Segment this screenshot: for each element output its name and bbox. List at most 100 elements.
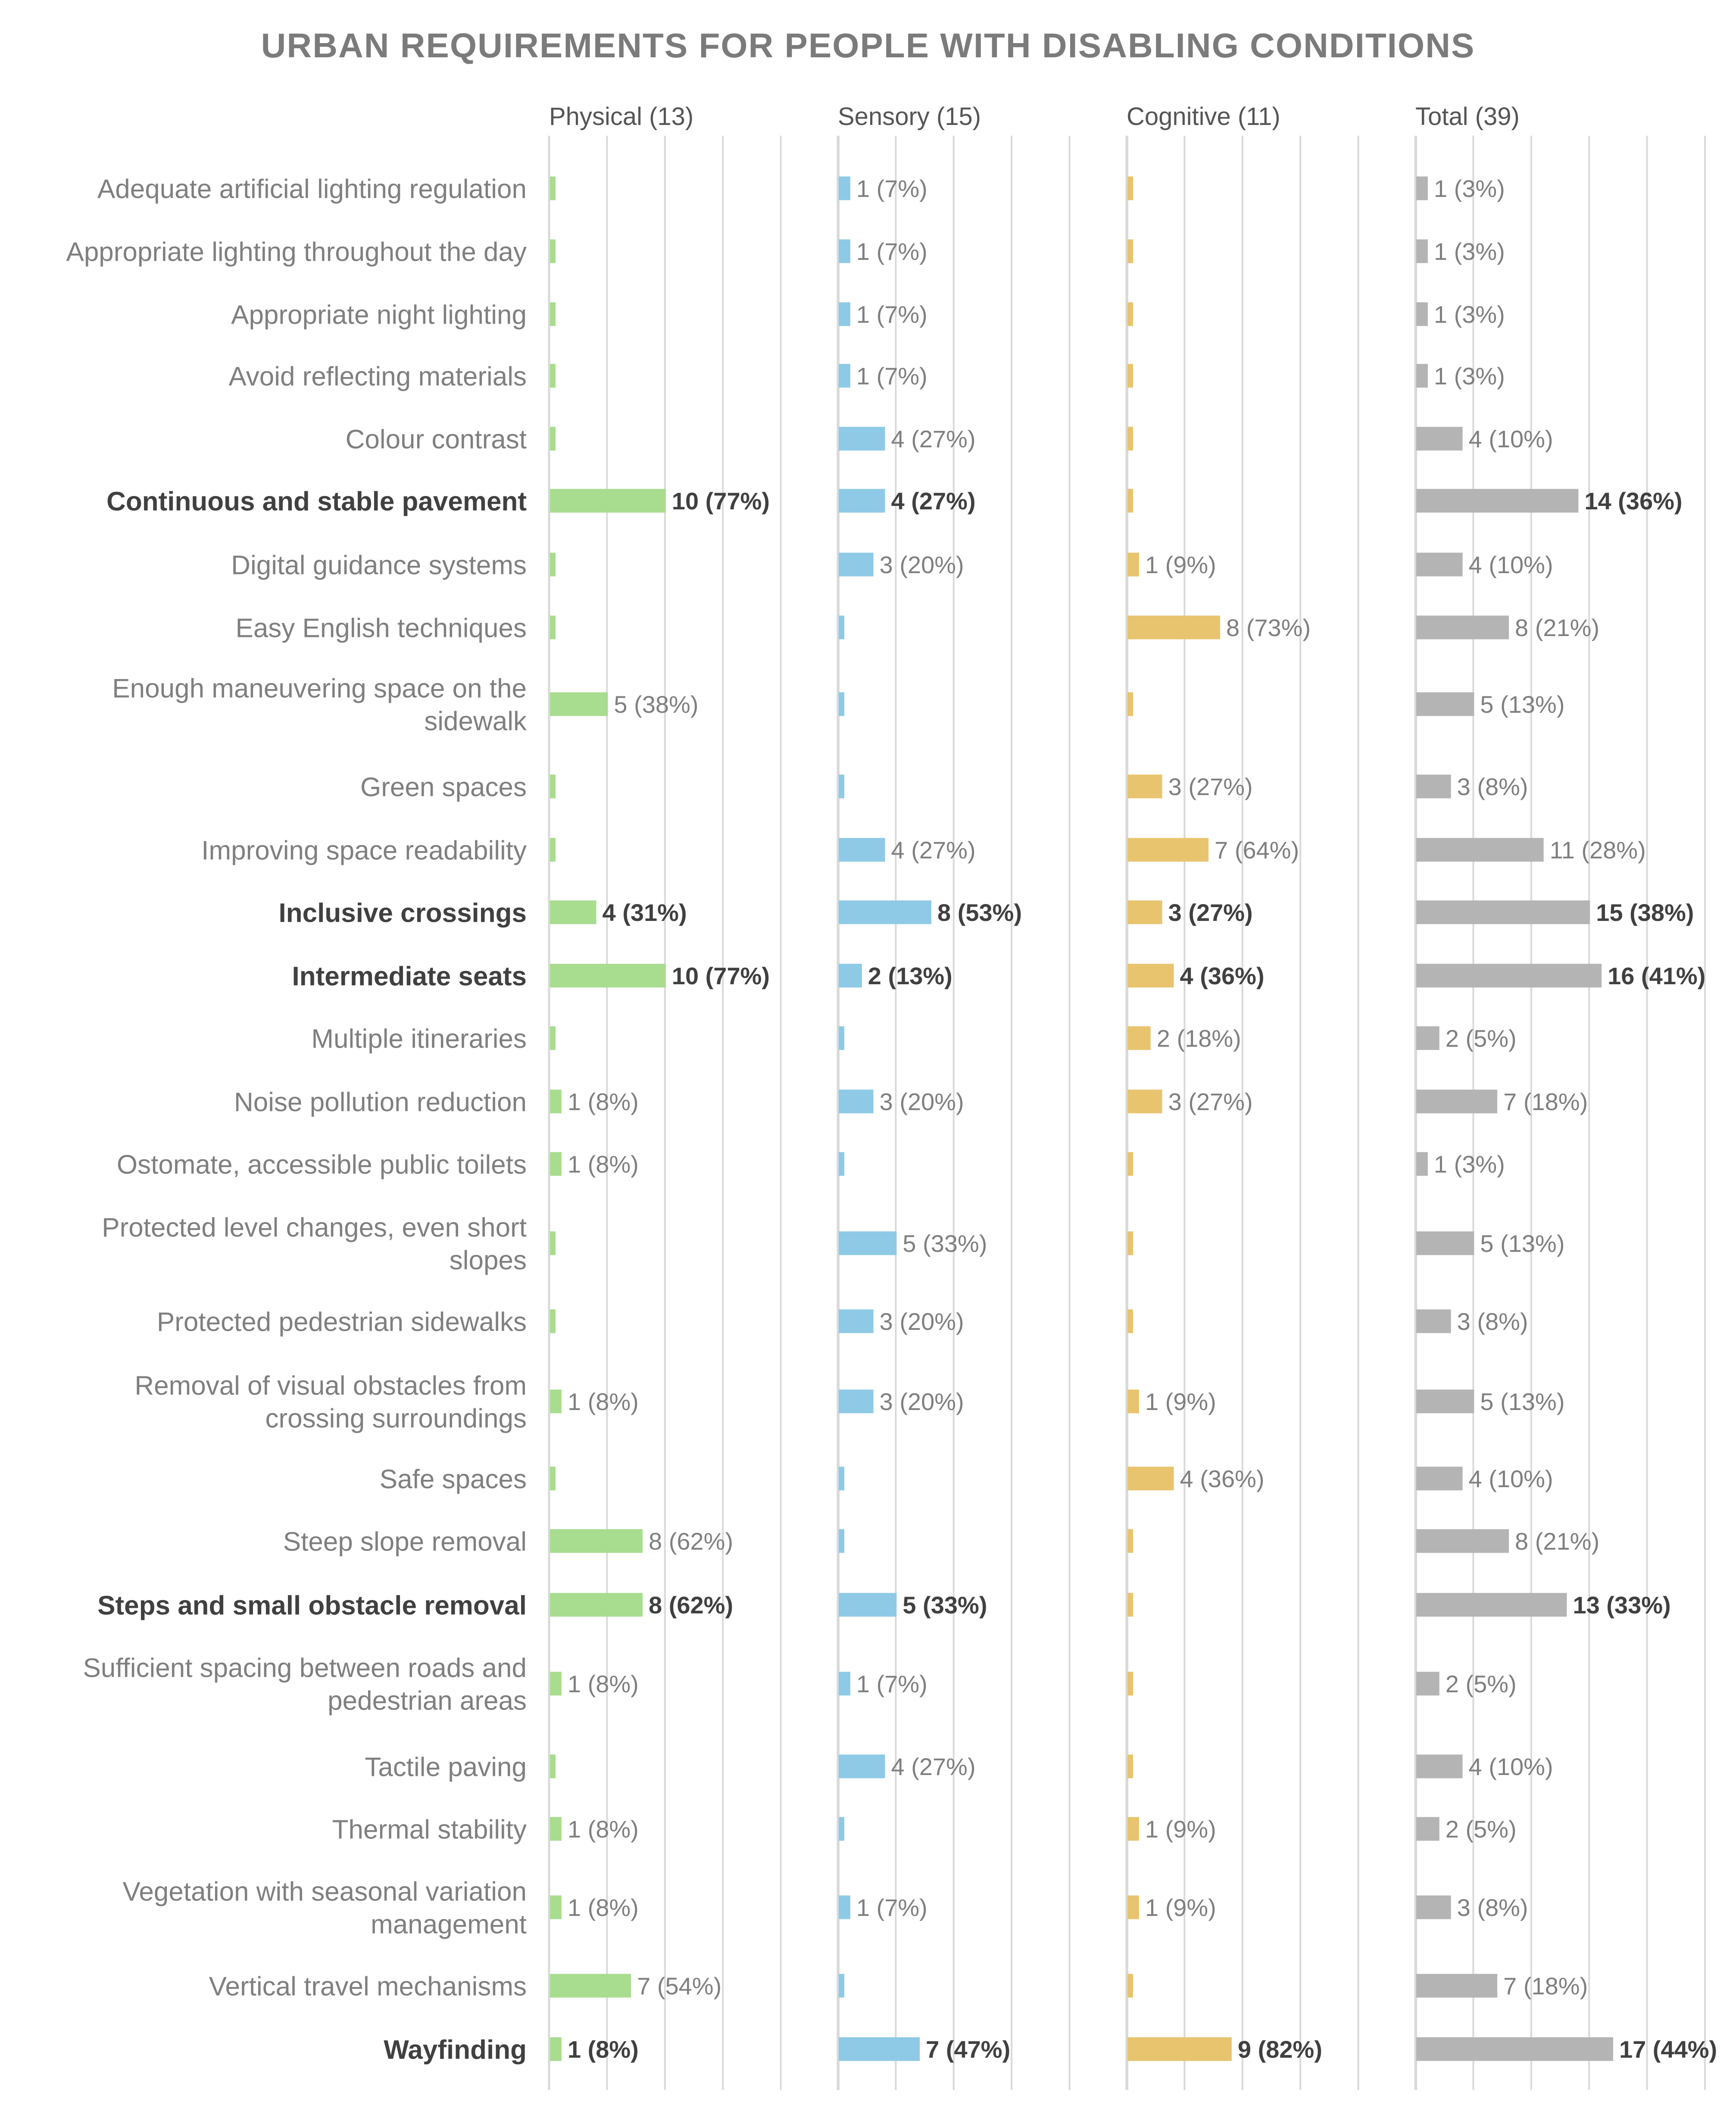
bar bbox=[839, 239, 850, 263]
category-label: Sufficient spacing between roads and pede… bbox=[83, 1653, 527, 1716]
data-label: 3 (20%) bbox=[880, 1088, 964, 1115]
bar bbox=[839, 302, 850, 326]
bar bbox=[839, 427, 885, 451]
bar bbox=[550, 302, 556, 326]
panel-header: Total (39) bbox=[1415, 103, 1520, 131]
data-label: 3 (27%) bbox=[1168, 899, 1253, 926]
category-label: Protected pedestrian sidewalks bbox=[157, 1307, 527, 1337]
data-label: 4 (27%) bbox=[891, 1753, 976, 1780]
bar bbox=[839, 364, 850, 388]
bar bbox=[1416, 1529, 1509, 1553]
data-label: 3 (20%) bbox=[880, 1308, 964, 1335]
bar bbox=[1127, 900, 1162, 924]
category-label: Continuous and stable pavement bbox=[106, 487, 527, 516]
data-label: 7 (18%) bbox=[1503, 1972, 1588, 2000]
chart-title: URBAN REQUIREMENTS FOR PEOPLE WITH DISAB… bbox=[261, 26, 1475, 65]
bar bbox=[839, 1817, 844, 1841]
data-label: 1 (3%) bbox=[1434, 238, 1505, 265]
category-label: Easy English techniques bbox=[235, 613, 527, 643]
data-label: 1 (8%) bbox=[568, 2036, 639, 2063]
bar bbox=[1416, 427, 1463, 451]
bar bbox=[1416, 692, 1474, 716]
bar bbox=[550, 176, 556, 200]
bar bbox=[1416, 239, 1428, 263]
data-label: 4 (10%) bbox=[1469, 425, 1553, 452]
bar bbox=[1416, 774, 1451, 799]
bar bbox=[1127, 1389, 1139, 1413]
category-label: Safe spaces bbox=[380, 1464, 527, 1494]
bar bbox=[1416, 1152, 1428, 1176]
bar bbox=[839, 1089, 874, 1114]
bar bbox=[1416, 838, 1544, 862]
data-label: 8 (73%) bbox=[1226, 614, 1311, 641]
bar bbox=[550, 1231, 556, 1255]
bar bbox=[1416, 1231, 1474, 1255]
bar bbox=[839, 489, 885, 513]
bar bbox=[839, 900, 932, 924]
data-label: 4 (27%) bbox=[891, 487, 976, 515]
data-label: 3 (20%) bbox=[880, 551, 964, 578]
data-label: 4 (10%) bbox=[1469, 1465, 1553, 1492]
bar bbox=[1127, 2037, 1232, 2061]
data-label: 5 (33%) bbox=[902, 1591, 987, 1619]
data-label: 7 (64%) bbox=[1215, 836, 1299, 864]
bar bbox=[1416, 1389, 1474, 1413]
bar bbox=[1127, 1026, 1151, 1050]
data-label: 3 (8%) bbox=[1457, 1894, 1528, 1921]
data-label: 5 (13%) bbox=[1480, 1230, 1564, 1257]
bar bbox=[1127, 1309, 1133, 1333]
bar bbox=[1127, 1466, 1174, 1491]
category-label: Multiple itineraries bbox=[311, 1024, 527, 1054]
bar bbox=[550, 774, 556, 799]
bar bbox=[550, 1466, 556, 1491]
bar bbox=[1416, 1089, 1498, 1114]
bar bbox=[550, 1754, 556, 1778]
bar bbox=[1127, 1152, 1133, 1176]
panel-header: Physical (13) bbox=[549, 103, 693, 131]
bar bbox=[839, 964, 862, 988]
category-label: Ostomate, accessible public toilets bbox=[117, 1150, 527, 1179]
data-label: 1 (8%) bbox=[568, 1151, 639, 1178]
data-label: 7 (18%) bbox=[1503, 1088, 1588, 1115]
data-label: 4 (27%) bbox=[891, 425, 976, 452]
bar bbox=[1416, 615, 1509, 640]
bar bbox=[1416, 1672, 1439, 1696]
data-label: 1 (3%) bbox=[1434, 301, 1505, 328]
bar bbox=[1127, 302, 1133, 326]
bar bbox=[550, 1026, 556, 1050]
bar bbox=[839, 1672, 850, 1696]
bar bbox=[550, 239, 556, 263]
data-label: 1 (9%) bbox=[1145, 1388, 1216, 1415]
bar bbox=[550, 838, 556, 862]
category-label: Steps and small obstacle removal bbox=[97, 1591, 527, 1620]
data-label: 7 (54%) bbox=[637, 1972, 721, 2000]
category-label: Inclusive crossings bbox=[279, 898, 527, 928]
bar bbox=[839, 2037, 920, 2061]
data-label: 8 (21%) bbox=[1515, 1528, 1599, 1555]
bar bbox=[839, 838, 885, 862]
bar bbox=[1416, 1974, 1498, 1998]
bar bbox=[1416, 2037, 1613, 2061]
bar bbox=[1416, 552, 1463, 577]
bar bbox=[550, 427, 556, 451]
category-label: Protected level changes, even short slope… bbox=[102, 1213, 527, 1275]
bar bbox=[839, 1593, 897, 1617]
data-label: 8 (21%) bbox=[1515, 614, 1599, 641]
data-label: 3 (20%) bbox=[880, 1388, 964, 1415]
data-label: 1 (9%) bbox=[1145, 1894, 1216, 1921]
data-label: 15 (38%) bbox=[1596, 899, 1694, 926]
bar bbox=[839, 692, 844, 716]
data-label: 1 (7%) bbox=[856, 362, 927, 390]
data-label: 1 (8%) bbox=[568, 1894, 639, 1921]
bar bbox=[839, 1529, 844, 1553]
bar bbox=[1416, 489, 1579, 513]
bar bbox=[550, 900, 596, 924]
data-label: 4 (36%) bbox=[1180, 962, 1265, 989]
category-label: Adequate artificial lighting regulation bbox=[97, 174, 527, 204]
category-label: Removal of visual obstacles from crossing… bbox=[134, 1371, 527, 1433]
data-label: 10 (77%) bbox=[672, 487, 770, 515]
bar bbox=[839, 1152, 844, 1176]
bar bbox=[1416, 900, 1590, 924]
bar bbox=[1127, 1593, 1133, 1617]
bar bbox=[1416, 1817, 1439, 1841]
